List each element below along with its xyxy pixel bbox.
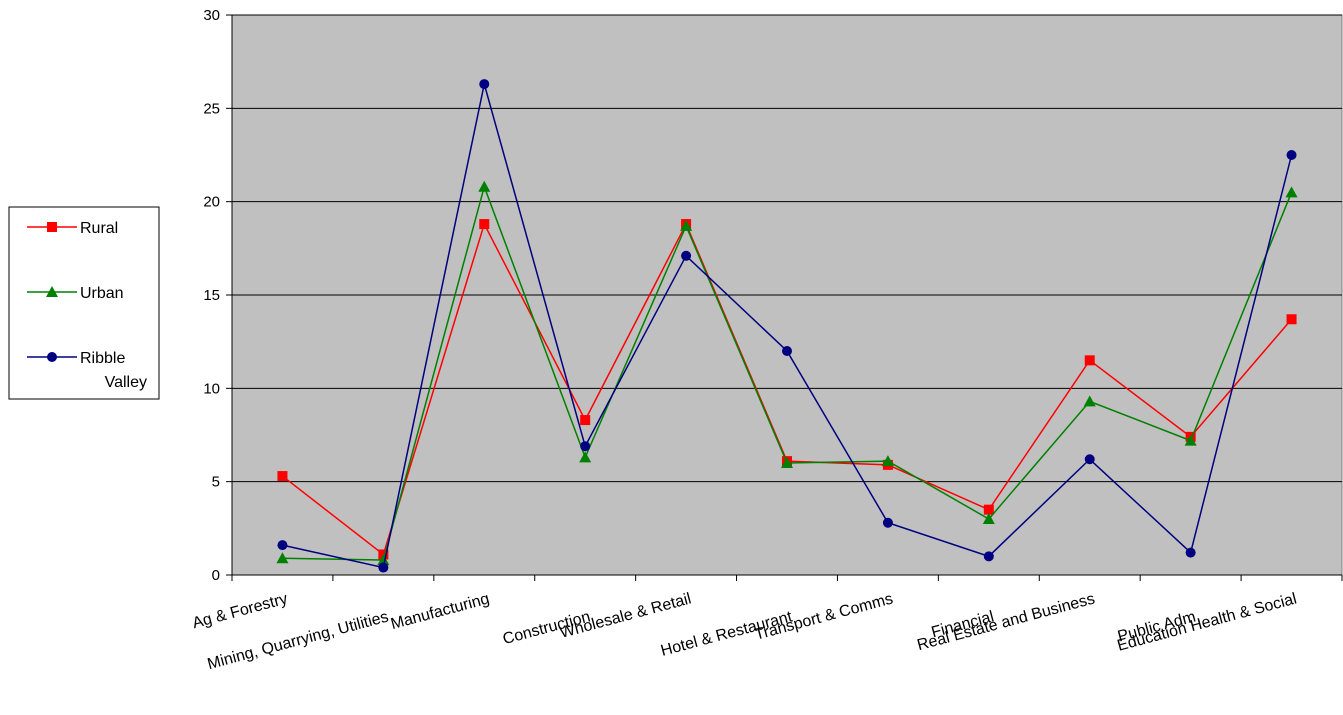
data-point [276, 552, 289, 564]
data-point [277, 540, 288, 551]
y-tick-label: 10 [203, 380, 220, 397]
y-tick-label: 0 [212, 567, 220, 584]
data-point [983, 551, 994, 562]
y-tick-label: 20 [203, 194, 220, 211]
data-point [882, 517, 893, 528]
legend-marker [47, 222, 57, 232]
y-tick-label: 5 [212, 474, 220, 491]
data-point [1084, 454, 1095, 465]
data-point [479, 219, 490, 230]
data-point [378, 562, 389, 573]
legend-box [8, 206, 160, 400]
data-point [579, 451, 592, 463]
plot-area [231, 14, 1343, 576]
series-ribble-valley [277, 79, 1297, 573]
x-category-label: Ag & Forestry [191, 590, 290, 632]
data-point [881, 455, 894, 467]
data-point [580, 441, 591, 452]
legend: Rural Urban Ribble Valley [8, 206, 160, 400]
legend-label: Rural [80, 220, 118, 237]
data-point [1083, 395, 1096, 407]
legend-marker [46, 286, 58, 297]
data-point [478, 180, 491, 192]
x-category-label: Manufacturing [389, 590, 491, 633]
legend-label: Urban [80, 285, 124, 302]
data-point [681, 250, 692, 261]
data-point [1286, 150, 1297, 160]
data-point [479, 79, 490, 90]
data-point [277, 471, 288, 482]
data-point [680, 219, 693, 231]
y-tick-label: 30 [203, 7, 220, 24]
data-point [1084, 355, 1095, 366]
data-point [1185, 547, 1196, 558]
series-layer [276, 79, 1298, 573]
legend-marker [47, 352, 57, 362]
data-point [982, 513, 995, 524]
y-tick-label: 25 [203, 100, 220, 117]
y-tick-label: 15 [203, 287, 220, 304]
data-point [1285, 186, 1298, 198]
data-point [1184, 434, 1197, 446]
data-point [1286, 314, 1297, 325]
legend-label: Ribble [80, 350, 125, 367]
data-point [782, 346, 792, 356]
legend-label: Valley [105, 374, 147, 391]
data-point [983, 504, 994, 515]
series-urban [276, 180, 1298, 566]
data-point [781, 457, 793, 468]
data-point [377, 554, 390, 566]
data-point [580, 415, 591, 426]
